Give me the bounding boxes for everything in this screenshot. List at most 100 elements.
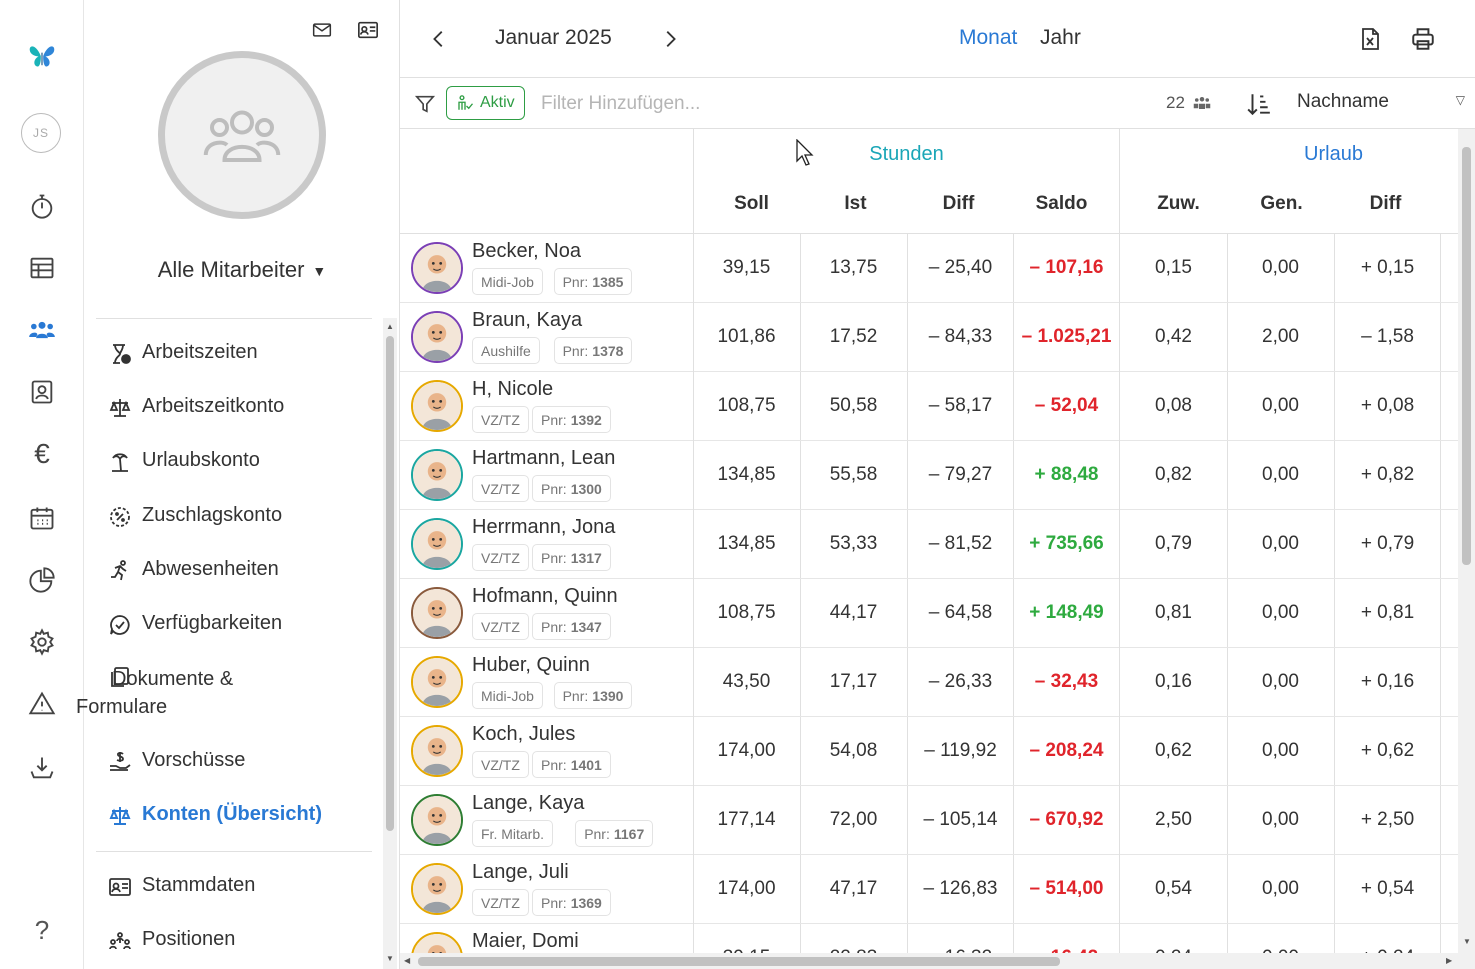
filter-input[interactable] (541, 89, 961, 119)
check-bubble-icon (106, 612, 134, 638)
help-icon[interactable]: ? (22, 910, 62, 950)
scroll-up-icon[interactable]: ▲ (386, 322, 394, 331)
employee-cell[interactable]: Becker, Noa Midi-Job Pnr: 1385 (410, 240, 693, 300)
col-soll[interactable]: Soll (734, 193, 769, 214)
print-icon[interactable] (1408, 24, 1438, 54)
scroll-left-icon[interactable]: ◀ (404, 956, 411, 965)
previous-month-button[interactable] (424, 24, 454, 54)
employment-type-badge: Aushilfe (472, 337, 540, 364)
next-month-button[interactable] (655, 24, 685, 54)
employee-name: Lange, Kaya (472, 792, 585, 814)
table-row[interactable]: Herrmann, Jona VZ/TZ Pnr: 1317 134,85 53,33 – … (400, 510, 1458, 579)
menu-item-konten-uebersicht[interactable]: Konten (Übersicht) (106, 803, 322, 829)
col-diff[interactable]: Diff (942, 193, 975, 214)
menu-item-urlaubskonto[interactable]: Urlaubskonto (106, 449, 260, 475)
table-row[interactable]: Hartmann, Lean VZ/TZ Pnr: 1300 134,85 55,58 – … (400, 441, 1458, 510)
menu-item-verfuegbarkeiten[interactable]: Verfügbarkeiten (106, 612, 282, 638)
table-row[interactable]: Huber, Quinn Midi-Job Pnr: 1390 43,50 17,17 – … (400, 648, 1458, 717)
menu-item-positionen[interactable]: Positionen (106, 928, 235, 954)
employee-cell[interactable]: Maier, Domi (410, 930, 693, 953)
employee-cell[interactable]: Lange, Juli VZ/TZ Pnr: 1369 (410, 861, 693, 921)
employee-cell[interactable]: Braun, Kaya Aushilfe Pnr: 1378 (410, 309, 693, 369)
employee-name: H, Nicole (472, 378, 554, 400)
download-tray-icon[interactable] (22, 748, 62, 788)
filter-icon[interactable] (412, 91, 438, 117)
employee-cell[interactable]: Herrmann, Jona VZ/TZ Pnr: 1317 (410, 516, 693, 576)
cell-saldo: – 107,16 (1029, 257, 1104, 278)
employee-cell[interactable]: H, Nicole VZ/TZ Pnr: 1392 (410, 378, 693, 438)
col-saldo[interactable]: Saldo (1035, 193, 1088, 214)
table-row[interactable]: Braun, Kaya Aushilfe Pnr: 1378 101,86 17,52 – … (400, 303, 1458, 372)
pnr-value: 1300 (570, 480, 602, 497)
people-group-icon[interactable] (22, 310, 62, 350)
cell-soll: 108,75 (717, 602, 776, 623)
sort-select[interactable]: Nachname ▽ (1297, 91, 1467, 113)
warning-icon[interactable] (22, 684, 62, 724)
excel-export-icon[interactable] (1355, 24, 1385, 54)
scrollbar-thumb[interactable] (386, 336, 394, 831)
contact-card-icon[interactable] (355, 18, 381, 42)
active-filter-chip[interactable]: Aktiv (446, 86, 525, 120)
cell-divider (1440, 717, 1441, 785)
employee-cell[interactable]: Huber, Quinn Midi-Job Pnr: 1390 (410, 654, 693, 714)
scroll-down-icon[interactable]: ▼ (1463, 937, 1471, 946)
scrollbar-thumb[interactable] (1462, 147, 1471, 565)
cell-soll: 174,00 (717, 740, 776, 761)
table-row[interactable]: Maier, Domi 39,1522,83– 16,32– 16,420,240… (400, 924, 1458, 953)
panel-scrollbar[interactable]: ▲ ▼ (383, 318, 397, 969)
table-row[interactable]: Koch, Jules VZ/TZ Pnr: 1401 174,00 54,08 – 119… (400, 717, 1458, 786)
scrollbar-thumb[interactable] (418, 957, 1060, 966)
calendar-icon[interactable] (22, 498, 62, 538)
employee-count: 22 (1166, 93, 1213, 113)
scroll-right-icon[interactable]: ▶ (1446, 956, 1453, 965)
group-select[interactable]: Alle Mitarbeiter ▼ (84, 257, 400, 283)
cell-divider (1440, 924, 1441, 953)
table-row[interactable]: Becker, Noa Midi-Job Pnr: 1385 39,15 13,75 – 2… (400, 234, 1458, 303)
employee-cell[interactable]: Hartmann, Lean VZ/TZ Pnr: 1300 (410, 447, 693, 507)
employee-avatar (411, 656, 463, 708)
menu-item-vorschuesse[interactable]: Vorschüsse (106, 749, 245, 775)
employee-cell[interactable]: Hofmann, Quinn VZ/TZ Pnr: 1347 (410, 585, 693, 645)
col-gen[interactable]: Gen. (1260, 193, 1303, 214)
sort-ascending-icon[interactable] (1245, 90, 1273, 118)
col-vacation-diff[interactable]: Diff (1369, 193, 1402, 214)
employee-cell[interactable]: Lange, Kaya Fr. Mitarb. Pnr: 1167 (410, 792, 693, 852)
pnr-badge: Pnr: 1167 (575, 820, 654, 847)
menu-item-arbeitszeiten[interactable]: Arbeitszeiten (106, 341, 258, 367)
table-row[interactable]: Hofmann, Quinn VZ/TZ Pnr: 1347 108,75 44,17 – … (400, 579, 1458, 648)
table-icon[interactable] (22, 248, 62, 288)
menu-item-arbeitszeitkonto[interactable]: Arbeitszeitkonto (106, 395, 284, 421)
pie-chart-icon[interactable] (22, 560, 62, 600)
running-person-icon (106, 558, 134, 584)
month-label: Januar 2025 (495, 26, 612, 49)
table-row[interactable]: Lange, Kaya Fr. Mitarb. Pnr: 1167 177,14 72,0… (400, 786, 1458, 855)
euro-icon[interactable]: € (34, 438, 50, 469)
table-horizontal-scrollbar[interactable]: ◀ ▶ (400, 953, 1475, 969)
col-zuw[interactable]: Zuw. (1157, 193, 1200, 214)
view-year-tab[interactable]: Jahr (1040, 26, 1081, 49)
cell-divider (1227, 303, 1228, 371)
menu-item-zuschlagskonto[interactable]: Zuschlagskonto (106, 504, 282, 530)
user-avatar[interactable]: JS (21, 113, 61, 153)
stopwatch-icon[interactable] (22, 186, 62, 226)
employee-cell[interactable]: Koch, Jules VZ/TZ Pnr: 1401 (410, 723, 693, 783)
gear-icon[interactable] (22, 622, 62, 662)
cell-divider (907, 855, 908, 923)
pnr-value: 1167 (613, 825, 645, 842)
cell-zuw: 0,81 (1155, 602, 1192, 623)
pnr-badge: Pnr: 1300 (532, 475, 611, 502)
cell-divider (1440, 855, 1441, 923)
table-row[interactable]: Lange, Juli VZ/TZ Pnr: 1369 174,00 47,17 – 126… (400, 855, 1458, 924)
group-avatar (158, 51, 326, 219)
mail-icon[interactable] (309, 18, 335, 42)
contact-card-icon[interactable] (22, 372, 62, 412)
scroll-down-icon[interactable]: ▼ (386, 954, 394, 963)
table-vertical-scrollbar[interactable]: ▼ (1458, 129, 1475, 953)
menu-item-dokumente[interactable]: Dokumente & Formulare (76, 664, 356, 721)
col-ist[interactable]: Ist (844, 193, 867, 214)
menu-item-abwesenheiten[interactable]: Abwesenheiten (106, 558, 279, 584)
view-month-tab[interactable]: Monat (959, 26, 1018, 49)
butterfly-logo-icon[interactable] (18, 32, 66, 80)
menu-item-stammdaten[interactable]: Stammdaten (106, 874, 255, 900)
table-row[interactable]: H, Nicole VZ/TZ Pnr: 1392 108,75 50,58 – 58,17… (400, 372, 1458, 441)
